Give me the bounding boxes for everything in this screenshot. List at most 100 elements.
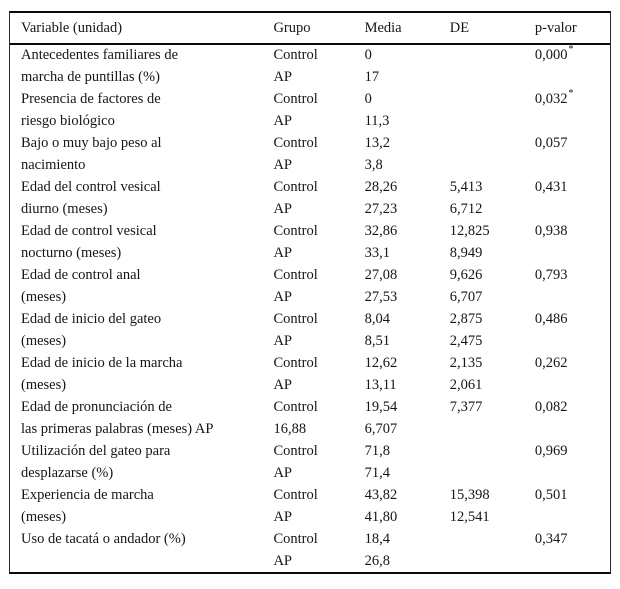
cell-media: 3,8 <box>364 156 383 173</box>
cell-media: 13,11 <box>364 376 397 393</box>
cell-variable: Antecedentes familiares de <box>21 47 179 63</box>
cell-grupo: AP <box>273 376 292 393</box>
cell-de: 12,825 <box>449 222 490 239</box>
cell-de: 2,875 <box>449 310 483 327</box>
cell-de <box>450 550 535 572</box>
column-header-media: Media <box>364 13 450 45</box>
table-row: Edad de pronunciación de Control 19,54 7,37… <box>10 396 610 418</box>
cell-grupo: AP <box>273 508 292 525</box>
cell-media: 11,3 <box>364 112 390 129</box>
cell-variable: Experiencia de marcha <box>21 486 154 503</box>
table-row: (meses) AP 41,80 12,541 <box>10 506 610 528</box>
table-row: Edad de inicio del gateo Control 8,04 2,875… <box>10 308 610 330</box>
table-row: Uso de tacatá o andador (%) Control 18,4 0,… <box>10 528 610 550</box>
cell-de: 7,377 <box>449 398 483 415</box>
cell-p-valor: 0,969 <box>534 442 568 459</box>
table-row: las primeras palabras (meses) AP 16,88 6,7… <box>10 418 610 440</box>
cell-variable: diurno (meses) <box>21 200 108 217</box>
table-row: Edad de inicio de la marcha Control 12,62 2… <box>10 352 610 374</box>
table-row: (meses) AP 8,51 2,475 <box>10 330 610 352</box>
cell-p-valor: 0,032* <box>534 87 574 107</box>
cell-variable: Edad de inicio de la marcha <box>21 354 183 371</box>
table-row: riesgo biológico AP 11,3 <box>10 110 610 132</box>
cell-media: 27,23 <box>364 200 398 217</box>
cell-de: 2,475 <box>449 332 483 349</box>
cell-media: 43,82 <box>364 486 398 503</box>
column-header-p-valor: p-valor <box>534 13 610 45</box>
cell-p-valor <box>535 418 610 440</box>
table-header-row: Variable (unidad) Grupo Media DE p-valor <box>10 13 610 45</box>
cell-p-valor: 0,501 <box>534 486 568 503</box>
cell-media: 17 <box>364 68 380 85</box>
table-row: nacimiento AP 3,8 <box>10 154 610 176</box>
cell-media: 41,80 <box>364 508 398 525</box>
cell-grupo: Control <box>273 47 318 63</box>
cell-media: 13,2 <box>364 134 390 151</box>
cell-de: 6,707 <box>449 288 483 305</box>
cell-p-valor <box>535 374 610 396</box>
cell-p-valor: 0,057 <box>534 134 568 151</box>
cell-grupo: AP <box>273 156 292 173</box>
cell-p-valor <box>535 462 610 484</box>
cell-de: 9,626 <box>449 266 483 283</box>
cell-variable: (meses) <box>21 376 67 393</box>
cell-p-valor <box>535 154 610 176</box>
cell-de: 8,949 <box>449 244 483 261</box>
cell-media: 12,62 <box>364 354 398 371</box>
table-row: Utilización del gateo para Control 71,8 0,9… <box>10 440 610 462</box>
cell-de <box>450 66 535 88</box>
cell-p-valor: 0,431 <box>534 178 568 195</box>
cell-variable: nacimiento <box>21 156 86 173</box>
cell-media: 71,8 <box>364 442 390 459</box>
cell-variable: (meses) <box>21 288 67 305</box>
table-row: marcha de puntillas (%) AP 17 <box>10 66 610 88</box>
cell-media: 32,86 <box>364 222 398 239</box>
cell-grupo: AP <box>273 244 292 261</box>
statistics-table-frame: Variable (unidad) Grupo Media DE p-valor… <box>9 11 611 574</box>
cell-de <box>450 528 535 550</box>
cell-media: 18,4 <box>364 530 390 547</box>
cell-de: 15,398 <box>449 486 490 503</box>
cell-p-valor <box>535 66 610 88</box>
cell-variable: marcha de puntillas (%) <box>21 68 160 85</box>
cell-media: 27,08 <box>364 266 398 283</box>
cell-grupo: Control <box>273 398 318 415</box>
cell-p-valor: 0,000* <box>534 44 574 63</box>
cell-grupo: AP <box>273 200 292 217</box>
cell-grupo: Control <box>273 178 318 195</box>
cell-media: 33,1 <box>364 244 390 261</box>
cell-de <box>450 154 535 176</box>
cell-de: 2,135 <box>449 354 483 371</box>
table-header: Variable (unidad) Grupo Media DE p-valor <box>10 13 610 45</box>
cell-p-valor: 0,262 <box>534 354 568 371</box>
table-row: Presencia de factores de Control 0 0,032* <box>10 88 610 110</box>
cell-grupo: 16,88 <box>273 420 307 437</box>
cell-grupo: Control <box>273 266 318 283</box>
cell-p-valor <box>535 286 610 308</box>
cell-variable: Edad de control anal <box>21 266 141 283</box>
cell-p-valor: 0,082 <box>534 398 568 415</box>
cell-p-valor <box>535 242 610 264</box>
cell-grupo: Control <box>273 442 318 459</box>
cell-grupo: Control <box>273 90 318 107</box>
cell-de <box>450 88 535 110</box>
cell-variable: riesgo biológico <box>21 112 115 129</box>
cell-media: 28,26 <box>364 178 398 195</box>
cell-grupo: Control <box>273 222 318 239</box>
cell-grupo: AP <box>273 68 292 85</box>
cell-grupo: AP <box>273 112 292 129</box>
table-row: diurno (meses) AP 27,23 6,712 <box>10 198 610 220</box>
cell-grupo: AP <box>273 464 292 481</box>
cell-variable: Bajo o muy bajo peso al <box>21 134 162 151</box>
cell-de <box>450 462 535 484</box>
cell-p-valor <box>535 506 610 528</box>
cell-grupo: Control <box>273 354 318 371</box>
cell-variable: Uso de tacatá o andador (%) <box>21 530 186 547</box>
cell-media: 71,4 <box>364 464 390 481</box>
cell-de <box>450 132 535 154</box>
table-body: Antecedentes familiares de Control 0 0,000*… <box>10 44 610 572</box>
cell-variable: Edad de pronunciación de <box>21 398 172 415</box>
cell-de <box>450 440 535 462</box>
table-row: Experiencia de marcha Control 43,82 15,398 0… <box>10 484 610 506</box>
